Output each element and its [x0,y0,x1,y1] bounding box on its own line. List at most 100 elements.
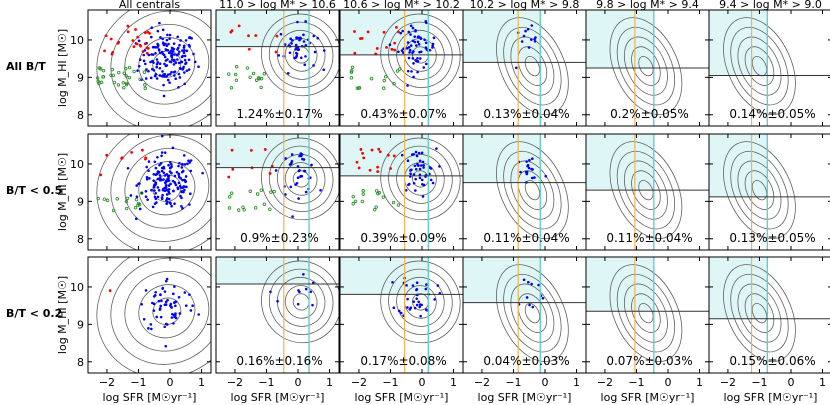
data-point [158,174,162,177]
x-tick-label: 0 [167,376,174,389]
data-point [186,162,189,166]
data-point [167,184,171,187]
contour-line [616,273,676,353]
data-point [154,197,158,201]
data-point [416,70,419,74]
data-point [409,33,412,36]
data-point [189,192,192,196]
data-point [408,308,412,311]
data-point [432,36,436,40]
data-point [154,166,158,170]
data-point [304,44,308,47]
x-tick-label: 0 [788,376,795,389]
contour-line [276,276,326,327]
data-point [161,28,165,32]
data-point [160,169,164,173]
data-point [134,197,139,202]
data-point [421,160,425,164]
data-point [397,309,401,313]
data-point [375,47,379,50]
x-tick-label: −2 [597,376,613,389]
data-point [164,300,168,304]
data-point [136,69,139,72]
panel: 0.11%±0.04% [585,133,710,251]
data-point [168,81,171,84]
data-point [139,44,142,48]
data-point [187,68,191,71]
data-point [182,190,185,194]
data-point [181,207,184,210]
data-point [167,179,171,182]
data-point [418,57,422,60]
data-point [156,195,160,199]
shaded-region [709,10,768,76]
data-point [178,76,182,79]
data-point [527,166,531,170]
data-point [351,202,355,206]
data-point [153,189,156,192]
data-point [152,172,156,176]
data-point [353,51,357,55]
data-point [417,151,421,155]
data-point [396,203,401,207]
data-point [144,77,148,80]
data-point [178,161,181,165]
contour-line [388,145,453,212]
data-point [155,62,159,66]
data-point [122,85,126,90]
data-point [289,185,293,189]
data-point [170,70,173,74]
data-point [370,148,374,152]
y-tick-label: 9 [77,71,84,84]
x-tick-label: 0 [665,376,672,389]
data-point [395,69,400,73]
data-point [171,50,175,53]
data-point [424,287,428,291]
data-point [124,66,128,71]
data-point [111,73,115,78]
data-point [514,66,518,70]
data-point [420,303,423,307]
data-point [297,289,300,292]
data-point [109,37,113,41]
contour-line [284,285,318,319]
contour-line [638,180,654,201]
data-point [397,30,400,34]
data-point [163,55,167,59]
contour-line [623,283,668,343]
shaded-region [463,10,541,63]
data-point [412,181,416,185]
panel: 0.2%±0.05% [585,9,710,127]
contour-line [616,26,676,106]
data-point [391,200,396,205]
contour-line [737,283,782,343]
data-point [154,173,158,176]
data-point [99,173,103,177]
data-point [155,201,158,204]
data-point [304,55,307,58]
data-point [184,61,188,65]
data-point [534,36,537,39]
data-point [302,40,306,43]
data-point [158,178,162,182]
fraction-label: 0.13%±0.05% [729,231,815,245]
data-point [286,72,290,75]
data-point [145,165,148,169]
data-point [134,28,137,31]
data-point [412,62,415,65]
data-point [141,50,145,53]
data-point [415,281,419,285]
data-point [165,44,169,47]
contour-line [737,160,782,220]
data-point [528,303,531,307]
contour-line [638,56,654,77]
contour-line [284,162,318,196]
data-point [274,50,278,54]
data-point [519,170,522,174]
data-point [99,80,104,85]
contour-line [396,29,445,80]
data-point [384,74,388,79]
data-point [413,40,417,44]
data-point [415,154,419,158]
data-point [412,300,416,303]
